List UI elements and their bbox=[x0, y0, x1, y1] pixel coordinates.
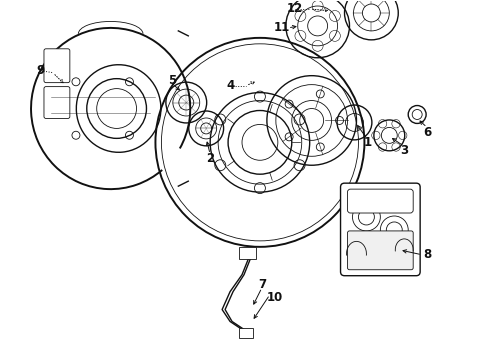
Text: 12: 12 bbox=[287, 3, 303, 15]
FancyBboxPatch shape bbox=[44, 87, 70, 118]
FancyBboxPatch shape bbox=[239, 247, 256, 259]
FancyBboxPatch shape bbox=[341, 183, 420, 276]
Text: 8: 8 bbox=[423, 248, 431, 261]
Text: 10: 10 bbox=[267, 291, 283, 304]
Text: 6: 6 bbox=[423, 126, 431, 139]
Text: 11: 11 bbox=[274, 21, 290, 35]
FancyBboxPatch shape bbox=[239, 328, 253, 338]
FancyBboxPatch shape bbox=[347, 231, 413, 270]
FancyBboxPatch shape bbox=[347, 189, 413, 213]
Text: 3: 3 bbox=[400, 144, 408, 157]
Text: 5: 5 bbox=[168, 74, 176, 87]
FancyBboxPatch shape bbox=[44, 49, 70, 83]
Text: 9: 9 bbox=[37, 64, 45, 77]
Text: 2: 2 bbox=[206, 152, 214, 165]
Text: 1: 1 bbox=[364, 136, 371, 149]
Text: 7: 7 bbox=[258, 278, 266, 291]
Text: 4: 4 bbox=[226, 79, 234, 92]
